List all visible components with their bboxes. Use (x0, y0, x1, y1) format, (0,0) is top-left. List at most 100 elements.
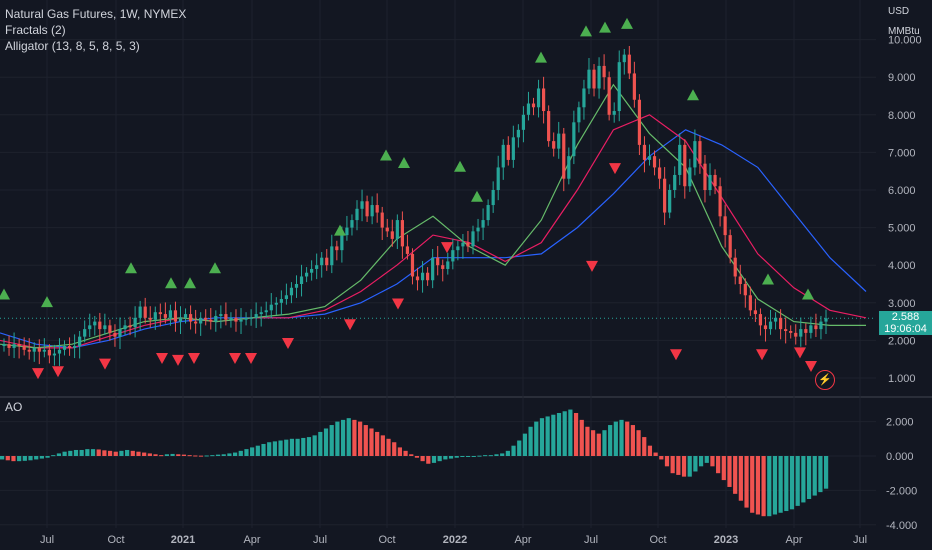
ao-bar (795, 456, 800, 506)
currency-label: USD (888, 6, 910, 17)
time-tick-label: 2021 (171, 534, 195, 546)
candle-body (118, 329, 122, 337)
ao-bar (528, 426, 533, 456)
candle-body (219, 314, 223, 316)
candle-body (768, 321, 773, 330)
ao-bar (613, 421, 618, 456)
fractals-legend[interactable]: Fractals (2) (5, 23, 66, 37)
ao-legend[interactable]: AO (5, 400, 23, 414)
candle-body (224, 314, 228, 320)
fractal-up-marker (334, 224, 346, 236)
candle-body (678, 144, 682, 175)
candle-body (320, 257, 324, 266)
fractal-down-marker (794, 347, 806, 359)
candle-body (254, 314, 258, 318)
candle-body (2, 344, 6, 347)
fractal-markers (0, 17, 817, 380)
ao-bar (352, 419, 357, 456)
candle-body (713, 174, 717, 187)
candle-body (652, 156, 657, 168)
candle-body (668, 190, 672, 213)
ao-bar (409, 454, 414, 456)
candle-body (279, 299, 283, 303)
ao-bar (358, 421, 363, 456)
candle-body (597, 65, 601, 89)
ao-bar (522, 433, 528, 456)
ao-bar (170, 453, 175, 456)
candle-body (204, 317, 208, 320)
ao-bar (539, 418, 545, 456)
ao-bar (414, 456, 420, 458)
ao-bar (187, 455, 192, 457)
ao-bar (676, 456, 681, 475)
ao-bar (289, 438, 295, 456)
ao-bar (113, 451, 118, 456)
grid (0, 0, 932, 528)
ao-bar (818, 456, 823, 493)
candle-body (456, 246, 460, 251)
ao-bar (142, 452, 147, 456)
candle-body (602, 65, 606, 78)
alligator-lips-line (0, 83, 866, 349)
ao-bar (329, 425, 334, 456)
candle-body (355, 208, 359, 221)
symbol-title[interactable]: Natural Gas Futures, 1W, NYMEX (5, 7, 187, 21)
fractal-up-marker (599, 21, 611, 33)
ao-bar (698, 456, 704, 467)
candle-body (78, 336, 82, 347)
candle-body (315, 265, 319, 269)
candle-body (748, 295, 752, 311)
candle-body (194, 321, 198, 324)
candle-body (763, 325, 768, 330)
ao-bar (119, 450, 124, 456)
ao-bar (323, 428, 329, 456)
candle-body (350, 220, 354, 228)
candle-body (617, 62, 621, 112)
ao-bar (727, 456, 732, 487)
candle-body (521, 114, 526, 130)
ao-bar (471, 456, 476, 457)
candle-body (526, 103, 531, 115)
time-tick-label: 2023 (714, 534, 738, 546)
ao-bar (261, 443, 266, 456)
ao-bar (494, 454, 499, 456)
candle-body (718, 186, 722, 217)
ao-bar (130, 450, 135, 456)
time-tick-label: Oct (107, 534, 124, 546)
ao-bar (176, 454, 181, 456)
candle-body (52, 353, 57, 356)
fractal-up-marker (0, 288, 10, 300)
ao-bar (232, 452, 238, 456)
candle-body (511, 137, 515, 160)
candle-body (37, 347, 41, 352)
ao-bar (227, 453, 232, 456)
ao-bar (625, 421, 630, 456)
candle-body (698, 141, 702, 164)
ao-bar (90, 449, 96, 456)
candle-body (461, 242, 465, 247)
lightning-icon[interactable]: ⚡ (815, 370, 835, 390)
candle-body (415, 276, 420, 281)
ao-bar (102, 450, 107, 456)
candle-body (547, 111, 551, 142)
fractal-down-marker (392, 298, 404, 310)
candle-body (304, 272, 309, 277)
fractal-up-marker (454, 160, 466, 172)
alligator-legend[interactable]: Alligator (13, 8, 5, 8, 5, 3) (5, 39, 140, 53)
ao-bar (619, 419, 624, 456)
ao-bar (136, 451, 141, 456)
ao-bar (477, 455, 482, 457)
candle-body (143, 306, 147, 318)
price-tick-label: 1.000 (888, 373, 916, 385)
ao-bar (693, 456, 698, 472)
fractal-down-marker (282, 338, 294, 349)
candle-body (612, 111, 616, 115)
candle-body (138, 306, 142, 318)
ao-bar (22, 456, 27, 461)
candle-body (214, 315, 218, 322)
candle-body (819, 321, 823, 330)
fractal-up-marker (580, 25, 592, 37)
candle-body (622, 54, 626, 63)
fractal-down-marker (156, 353, 168, 365)
